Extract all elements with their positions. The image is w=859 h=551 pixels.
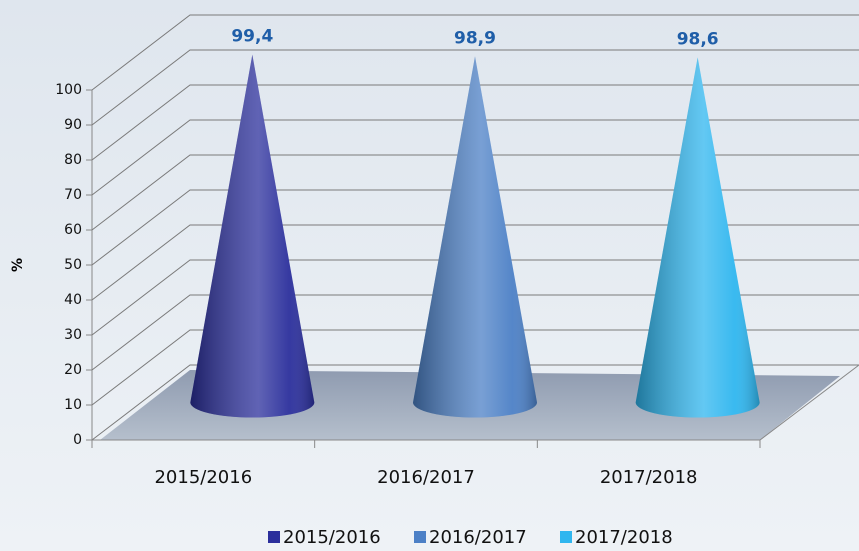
legend-label: 2016/2017 — [429, 527, 527, 548]
y-tick-label: 20 — [64, 362, 82, 378]
grid-line — [91, 224, 859, 301]
y-tick-label: 60 — [64, 222, 82, 238]
legend-swatch — [268, 531, 280, 543]
y-tick-label: 90 — [64, 117, 82, 133]
value-label: 98,9 — [454, 28, 496, 48]
grid-line — [91, 154, 859, 231]
y-tick-label: 50 — [64, 257, 82, 273]
x-tick-label: 2015/2016 — [154, 467, 252, 488]
y-tick-label: 70 — [64, 187, 82, 203]
legend-swatch — [414, 531, 426, 543]
cone-shade — [413, 56, 537, 418]
grid-line — [91, 259, 859, 336]
grid-line — [91, 189, 859, 266]
grid-line — [91, 14, 859, 91]
y-axis-label: % — [10, 258, 26, 272]
grid-line — [91, 294, 859, 371]
legend-label: 2015/2016 — [283, 527, 381, 548]
value-label: 99,4 — [231, 27, 273, 47]
y-tick-label: 30 — [64, 327, 82, 343]
legend-label: 2017/2018 — [575, 527, 673, 548]
grid-line — [91, 119, 859, 196]
y-tick-label: 0 — [73, 432, 82, 448]
x-tick-label: 2016/2017 — [377, 467, 475, 488]
grid-line — [91, 329, 859, 406]
cone-shade — [635, 57, 760, 418]
x-tick-label: 2017/2018 — [600, 467, 698, 488]
grid-line — [91, 84, 859, 161]
y-tick-label: 100 — [55, 82, 82, 98]
grid-line — [91, 364, 859, 441]
cone-shade — [190, 54, 315, 418]
y-tick-label: 10 — [64, 397, 82, 413]
legend-swatch — [560, 531, 572, 543]
grid-line — [91, 49, 859, 126]
y-tick-label: 40 — [64, 292, 82, 308]
y-tick-label: 80 — [64, 152, 82, 168]
value-label: 98,6 — [677, 29, 719, 49]
